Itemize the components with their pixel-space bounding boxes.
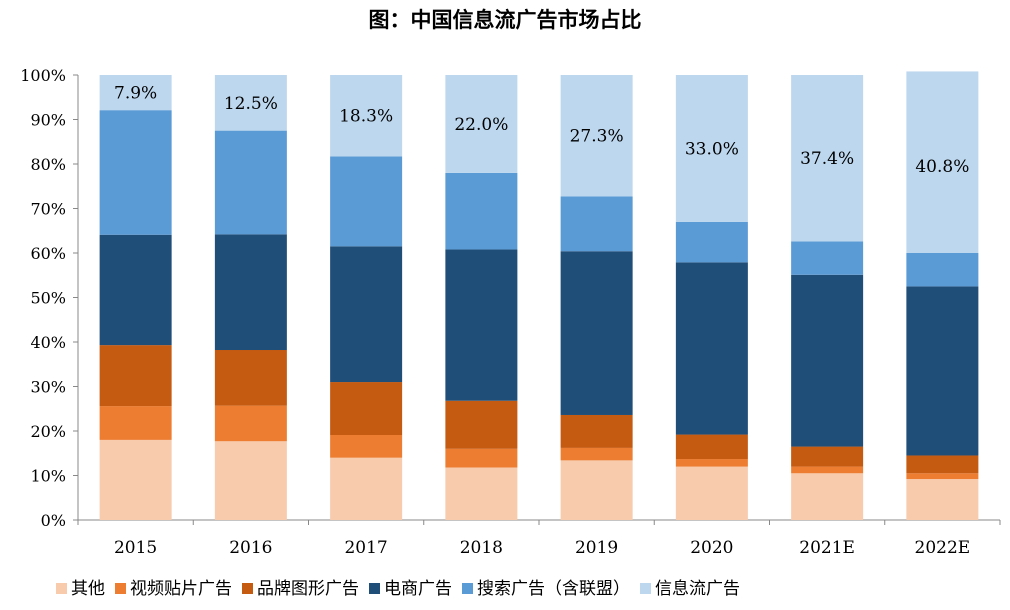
y-tick-label: 50% bbox=[30, 289, 66, 308]
bar-segment bbox=[330, 435, 403, 458]
legend-swatch bbox=[369, 583, 380, 594]
bar-segment bbox=[675, 434, 748, 460]
bar-segment bbox=[906, 455, 979, 474]
bar-segment bbox=[791, 473, 864, 520]
legend-swatch bbox=[115, 583, 126, 594]
bar-segment bbox=[214, 441, 287, 520]
bar-segment bbox=[791, 274, 864, 447]
bar-segment bbox=[330, 246, 403, 383]
x-tick-label: 2022E bbox=[915, 538, 971, 558]
bar-segment bbox=[99, 110, 172, 235]
legend-entry: 信息流广告 bbox=[655, 579, 740, 599]
bar-segment bbox=[445, 172, 518, 250]
bar-segment bbox=[675, 459, 748, 467]
legend-swatch bbox=[640, 583, 651, 594]
legend-entry: 其他 bbox=[71, 579, 105, 599]
x-tick-label: 2018 bbox=[460, 538, 503, 558]
legend-entry: 搜索广告（含联盟） bbox=[477, 579, 630, 599]
bar-segment bbox=[560, 251, 633, 415]
bar-segment bbox=[445, 467, 518, 520]
data-label: 12.5% bbox=[224, 94, 278, 114]
bar-segment bbox=[560, 447, 633, 461]
bar-segment bbox=[906, 253, 979, 287]
bar-segment bbox=[214, 130, 287, 235]
bar-segment bbox=[906, 286, 979, 456]
bar-segment bbox=[560, 196, 633, 252]
data-label: 22.0% bbox=[454, 115, 508, 135]
legend-swatch bbox=[462, 583, 473, 594]
legend-entry: 品牌图形广告 bbox=[257, 579, 359, 599]
data-label: 37.4% bbox=[800, 149, 854, 169]
x-tick-label: 2020 bbox=[690, 538, 733, 558]
bar-segment bbox=[214, 350, 287, 406]
y-tick-label: 90% bbox=[30, 111, 66, 130]
y-tick-label: 10% bbox=[30, 467, 66, 486]
legend-swatch bbox=[242, 583, 253, 594]
data-label: 40.8% bbox=[915, 157, 969, 177]
data-label: 33.0% bbox=[685, 139, 739, 159]
y-tick-label: 60% bbox=[30, 244, 66, 263]
y-tick-label: 30% bbox=[30, 378, 66, 397]
bar-segment bbox=[791, 466, 864, 474]
bar-segment bbox=[445, 75, 518, 173]
y-tick-label: 0% bbox=[41, 511, 66, 530]
x-tick-label: 2019 bbox=[575, 538, 618, 558]
bar-segment bbox=[906, 71, 979, 253]
legend-entry: 视频贴片广告 bbox=[130, 579, 232, 599]
bar-segment bbox=[214, 234, 287, 351]
bar-segment bbox=[560, 414, 633, 448]
bar-segment bbox=[675, 75, 748, 222]
legend-swatch bbox=[56, 583, 67, 594]
bar-segment bbox=[214, 405, 287, 442]
bar-segment bbox=[214, 75, 287, 131]
bar-segment bbox=[445, 400, 518, 449]
bar-segment bbox=[99, 75, 172, 111]
bar-segment bbox=[675, 262, 748, 435]
chart-title: 图：中国信息流广告市场占比 bbox=[368, 8, 642, 32]
y-tick-label: 40% bbox=[30, 333, 66, 352]
bar-segment bbox=[330, 457, 403, 520]
bar-segment bbox=[560, 460, 633, 520]
x-tick-label: 2017 bbox=[344, 538, 387, 558]
bar-segment bbox=[330, 156, 403, 247]
bar-segment bbox=[906, 473, 979, 480]
bar-segment bbox=[445, 448, 518, 468]
bar-segment bbox=[906, 479, 979, 520]
bar-segment bbox=[99, 345, 172, 407]
x-tick-label: 2021E bbox=[799, 538, 855, 558]
bar-segment bbox=[791, 75, 864, 242]
x-tick-label: 2016 bbox=[229, 538, 272, 558]
bar-segment bbox=[330, 382, 403, 436]
bar-segment bbox=[791, 446, 864, 467]
legend-entry: 电商广告 bbox=[384, 579, 452, 599]
bar-segment bbox=[445, 249, 518, 401]
y-tick-label: 80% bbox=[30, 155, 66, 174]
data-label: 27.3% bbox=[570, 127, 624, 147]
y-tick-label: 20% bbox=[30, 422, 66, 441]
y-tick-label: 70% bbox=[30, 200, 66, 219]
bar-segment bbox=[560, 75, 633, 197]
x-tick-label: 2015 bbox=[114, 538, 157, 558]
bar-segment bbox=[330, 75, 403, 157]
bar-segment bbox=[99, 406, 172, 440]
bar-segment bbox=[675, 466, 748, 520]
bar-segment bbox=[99, 234, 172, 346]
data-label: 18.3% bbox=[339, 107, 393, 127]
data-label: 7.9% bbox=[114, 84, 157, 104]
bar-segment bbox=[99, 439, 172, 520]
bar-segment bbox=[675, 221, 748, 263]
bar-segment bbox=[791, 241, 864, 275]
y-tick-label: 100% bbox=[20, 66, 66, 85]
